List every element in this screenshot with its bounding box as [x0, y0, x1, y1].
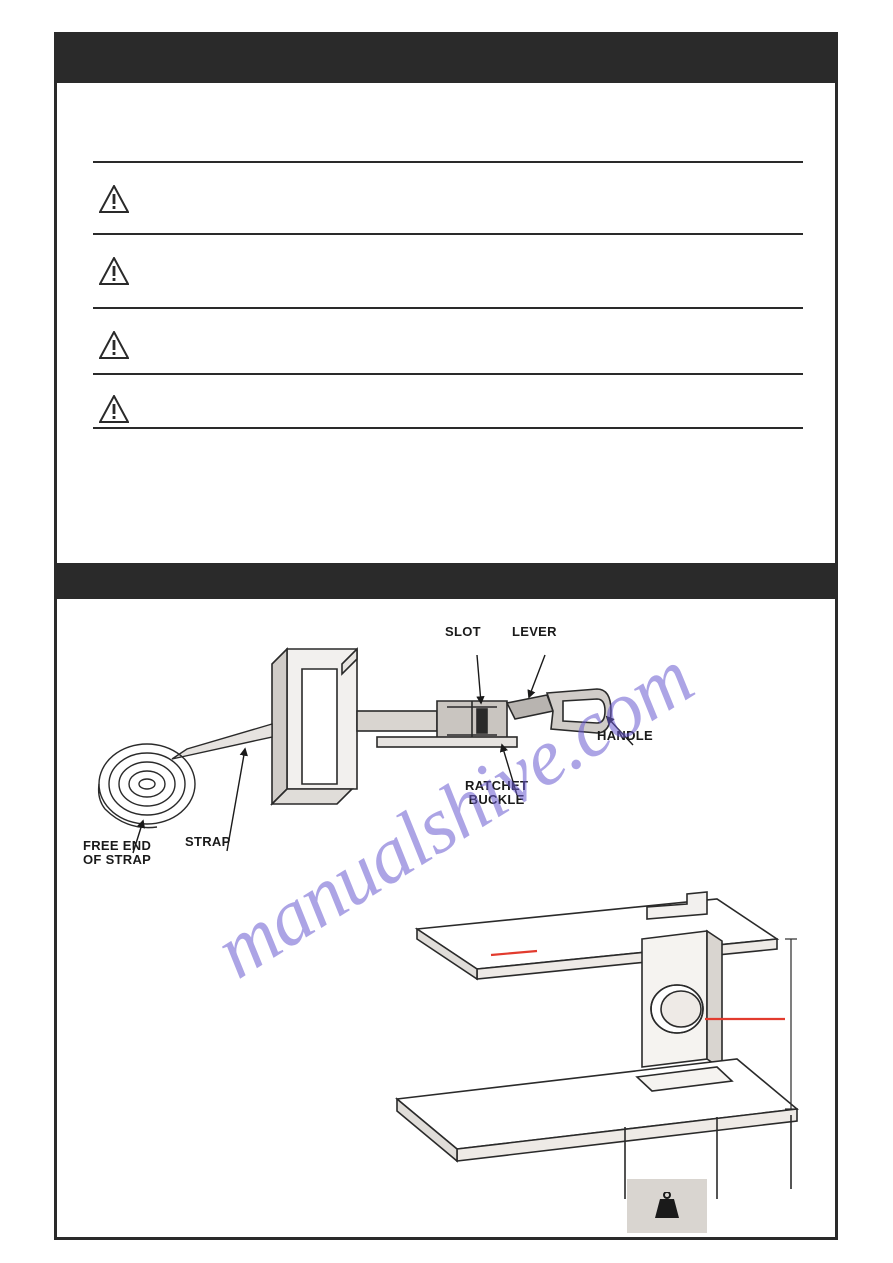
label-slot: SLOT	[445, 625, 481, 639]
warning-icon	[99, 185, 129, 213]
page-frame: SLOT LEVER HANDLE RATCHET BUCKLE FREE EN…	[54, 32, 838, 1240]
label-strap: STRAP	[185, 835, 231, 849]
section-bar	[57, 563, 835, 599]
weight-icon	[652, 1192, 682, 1220]
header-bar	[57, 35, 835, 83]
divider	[93, 373, 803, 375]
diagram-area: SLOT LEVER HANDLE RATCHET BUCKLE FREE EN…	[57, 599, 835, 1239]
label-free-end: FREE END OF STRAP	[83, 839, 151, 868]
divider	[93, 233, 803, 235]
divider	[93, 161, 803, 163]
label-handle: HANDLE	[597, 729, 653, 743]
warning-icon	[99, 257, 129, 285]
label-lever: LEVER	[512, 625, 557, 639]
shelf-diagram	[387, 859, 807, 1199]
weight-badge	[627, 1179, 707, 1233]
warning-icon	[99, 331, 129, 359]
ratchet-strap-diagram	[77, 619, 697, 899]
warning-icon	[99, 395, 129, 423]
divider	[93, 307, 803, 309]
divider	[93, 427, 803, 429]
label-ratchet-buckle: RATCHET BUCKLE	[465, 779, 528, 808]
